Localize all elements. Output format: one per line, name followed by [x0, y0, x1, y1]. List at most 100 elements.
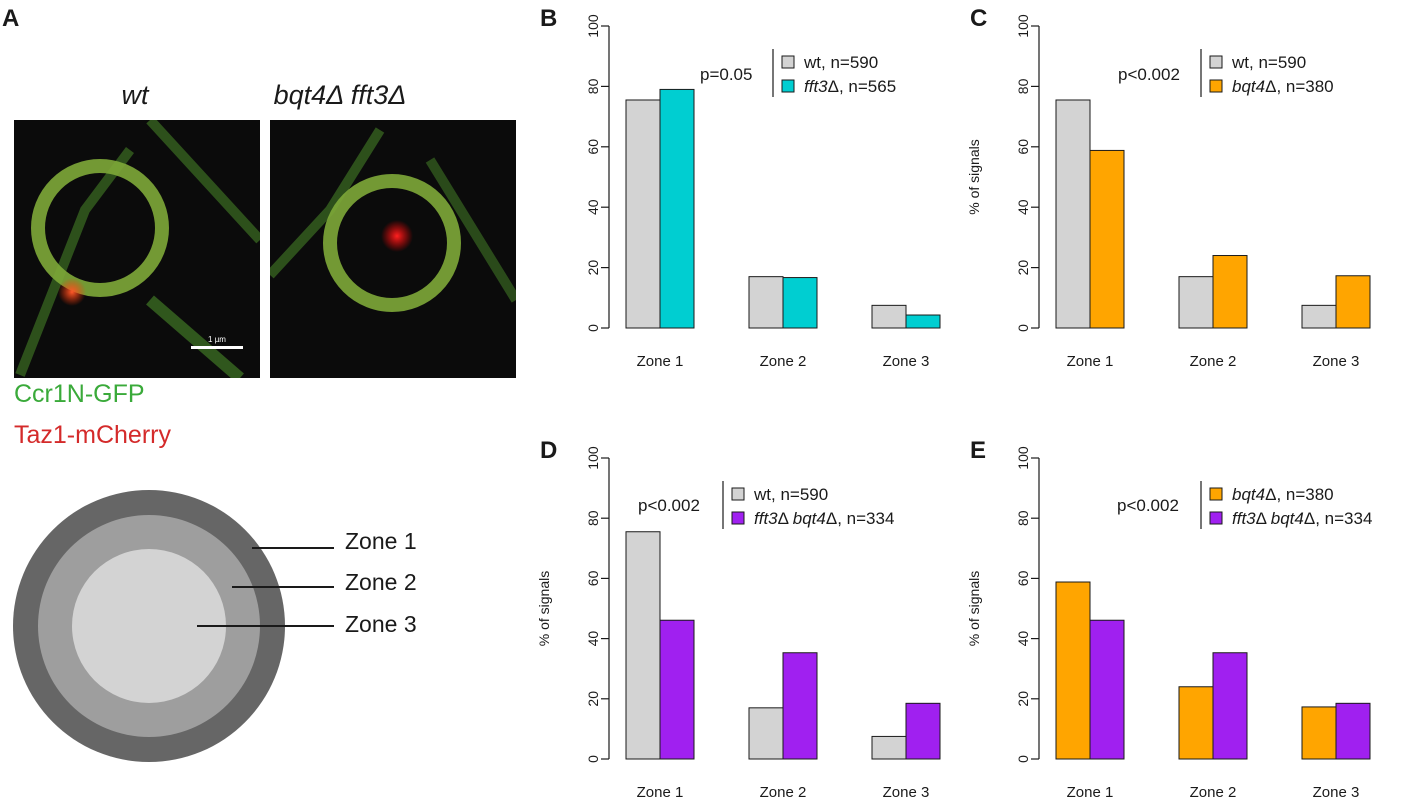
legend-entry: wt, n=590	[803, 53, 878, 72]
text-part: Δ	[1256, 509, 1271, 528]
legend-swatch	[1209, 487, 1223, 501]
x-category-label: Zone 1	[637, 353, 684, 370]
panel-label-e: E	[970, 437, 986, 464]
y-tick-label: 0	[585, 755, 601, 763]
x-category-label: Zone 2	[760, 784, 807, 800]
zone-2-label: Zone 2	[345, 569, 417, 595]
y-tick-label: 60	[1015, 139, 1031, 155]
p-value-label: p<0.002	[638, 496, 700, 515]
x-category-label: Zone 1	[1067, 353, 1114, 370]
legend-entry: wt, n=590	[1231, 53, 1306, 72]
text-part: wt, n=590	[803, 53, 878, 72]
panel-label-a: A	[2, 5, 19, 32]
bar-e-s1-c0	[1089, 619, 1125, 760]
text-part: Δ, n=380	[1265, 485, 1334, 504]
text-part: fft3	[351, 80, 389, 110]
x-category-label: Zone 2	[1190, 353, 1237, 370]
text-part: bqt4	[1232, 77, 1265, 96]
bar-d-s1-c0	[659, 619, 695, 760]
y-tick-label: 0	[1015, 755, 1031, 763]
bar-e-s0-c1	[1178, 686, 1214, 760]
stain-label-mcherry: Taz1-mCherry	[14, 421, 171, 449]
text-part: wt, n=590	[1231, 53, 1306, 72]
y-tick-label: 100	[1015, 446, 1031, 470]
zone-diagram: Zone 1 Zone 2 Zone 3	[13, 490, 417, 762]
p-value-label: p=0.05	[700, 65, 752, 84]
legend-entry: fft3Δ bqt4Δ, n=334	[754, 509, 894, 528]
p-value-label: p<0.002	[1118, 65, 1180, 84]
legend-swatch	[781, 55, 795, 69]
bar-e-s0-c0	[1055, 581, 1091, 760]
legend-swatch	[1209, 511, 1223, 525]
legend-swatch	[781, 79, 795, 93]
legend-swatch	[1209, 79, 1223, 93]
y-tick-label: 80	[1015, 510, 1031, 526]
bar-c-s1-c0	[1089, 149, 1125, 329]
image-title-mutant: bqt4Δ fft3Δ	[274, 80, 407, 110]
legend-entry: wt, n=590	[753, 485, 828, 504]
y-tick-label: 80	[585, 78, 601, 94]
y-tick-label: 100	[585, 14, 601, 38]
x-category-label: Zone 2	[760, 353, 807, 370]
bar-d-s1-c1	[782, 652, 818, 760]
y-tick-label: 100	[585, 446, 601, 470]
y-tick-label: 0	[585, 324, 601, 332]
legend-swatch	[731, 511, 745, 525]
y-tick-label: 100	[1015, 14, 1031, 38]
text-part: Δ, n=565	[828, 77, 897, 96]
text-part: wt	[122, 80, 150, 110]
y-tick-label: 60	[1015, 570, 1031, 586]
chart-panel-d: D 0 20 40 60 80 100 % of signals Zone 1 Zone 2 Zon…	[536, 437, 941, 800]
chart-panel-b: B 0 20 40 60 80 100 Zone 1 Zone 2 Zone 3 p=0.05 wt,…	[540, 5, 941, 370]
text-part: bqt4	[1271, 509, 1304, 528]
panel-label-c: C	[970, 5, 987, 32]
legend-entry: fft3Δ bqt4Δ, n=334	[1232, 509, 1372, 528]
text-part: Δ, n=334	[826, 509, 895, 528]
y-tick-label: 20	[585, 260, 601, 276]
bar-d-s0-c0	[625, 531, 661, 760]
legend-entry: bqt4Δ, n=380	[1232, 77, 1334, 96]
legend-entry: fft3Δ, n=565	[804, 77, 896, 96]
text-part: Δ, n=334	[1304, 509, 1373, 528]
x-category-label: Zone 3	[1313, 353, 1360, 370]
y-tick-label: 0	[1015, 324, 1031, 332]
bar-b-s1-c0	[659, 88, 695, 329]
y-tick-label: 20	[1015, 260, 1031, 276]
x-category-label: Zone 2	[1190, 784, 1237, 800]
y-tick-label: 40	[585, 199, 601, 215]
bar-c-s1-c1	[1212, 255, 1248, 329]
text-part: Δ	[778, 509, 793, 528]
y-tick-label: 40	[1015, 631, 1031, 647]
stain-label-gfp: Ccr1N-GFP	[14, 380, 145, 408]
y-tick-label: 60	[585, 139, 601, 155]
x-category-label: Zone 3	[1313, 784, 1360, 800]
text-part: fft3	[754, 509, 778, 528]
zone-3-label: Zone 3	[345, 611, 417, 637]
bar-b-s0-c2	[871, 304, 907, 329]
y-tick-label: 20	[585, 691, 601, 707]
micrograph-wt: 1 µm	[14, 120, 260, 378]
bar-c-s0-c0	[1055, 99, 1091, 329]
bar-d-s0-c2	[871, 735, 907, 760]
legend-swatch	[1209, 55, 1223, 69]
charts-group: B 0 20 40 60 80 100 Zone 1 Zone 2 Zone 3 p=0.05 wt,…	[536, 5, 1372, 800]
bar-e-s1-c2	[1335, 702, 1371, 760]
bar-d-s1-c2	[905, 702, 941, 760]
x-category-label: Zone 3	[883, 353, 930, 370]
chart-panel-c: C 0 20 40 60 80 100 % of signals Zone 1 Zone 2 Zon…	[966, 5, 1371, 370]
text-part: wt, n=590	[753, 485, 828, 504]
zone-1-label: Zone 1	[345, 528, 417, 554]
panel-label-d: D	[540, 437, 557, 464]
y-tick-label: 20	[1015, 691, 1031, 707]
bar-c-s0-c1	[1178, 276, 1214, 329]
text-part: Δ	[325, 80, 351, 110]
bar-d-s0-c1	[748, 707, 784, 760]
bar-c-s0-c2	[1301, 304, 1337, 329]
x-category-label: Zone 1	[1067, 784, 1114, 800]
panel-label-b: B	[540, 5, 557, 32]
y-tick-label: 60	[585, 570, 601, 586]
micrograph-mutant	[270, 120, 516, 378]
legend-swatch	[731, 487, 745, 501]
y-tick-label: 80	[585, 510, 601, 526]
